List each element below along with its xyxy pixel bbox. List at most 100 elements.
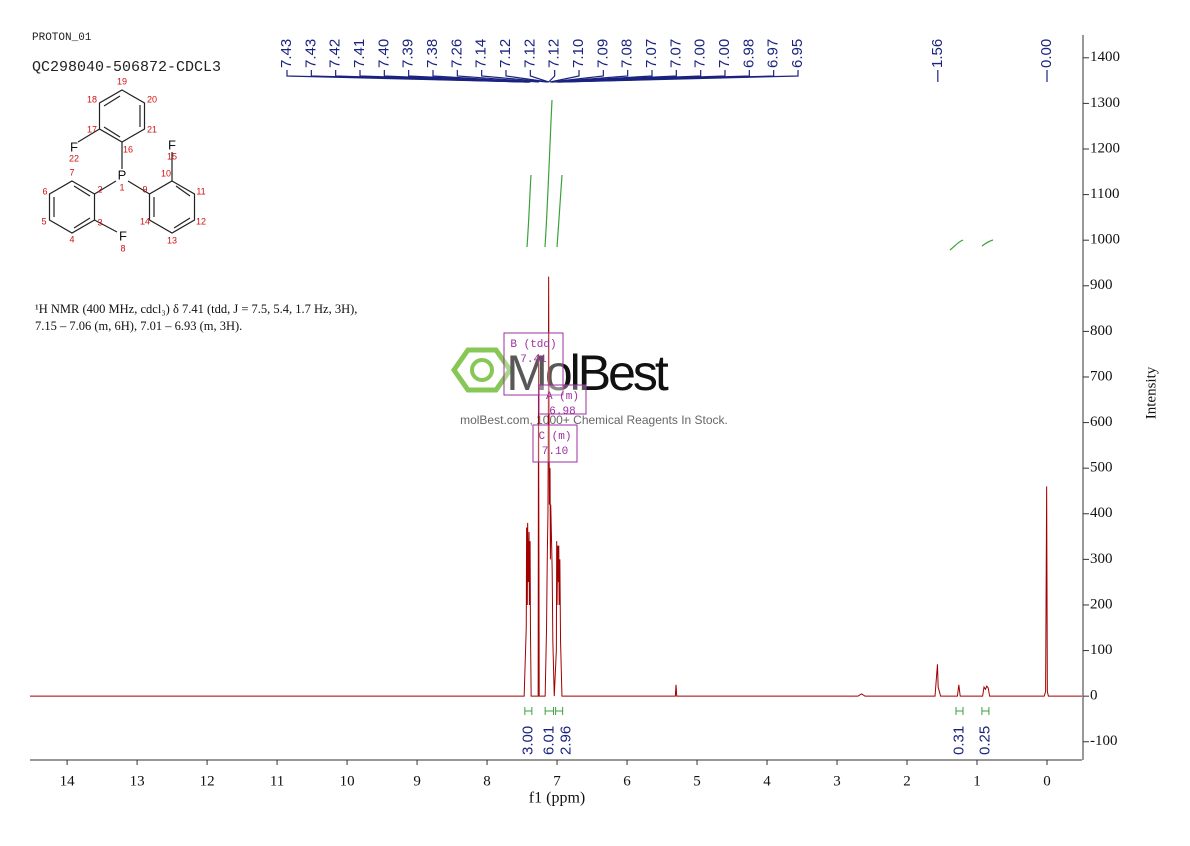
y-tick-label: 700 (1090, 368, 1113, 384)
peak-label: 7.38 (424, 39, 441, 68)
atom-label: F (119, 228, 127, 243)
integral-label: 0.25 (976, 726, 993, 755)
atom-label: 8 (120, 243, 125, 253)
integral-bracket (544, 707, 555, 715)
peak-label: 7.39 (400, 39, 417, 68)
peak-label: 7.00 (716, 39, 733, 68)
multiplet-shift: 7.10 (542, 446, 568, 458)
header-id: PROTON_01 (32, 32, 92, 44)
nmr-description: 7.15 – 7.06 (m, 6H), 7.01 – 6.93 (m, 3H)… (35, 319, 242, 333)
integral-bracket (555, 707, 564, 715)
atom-label: 5 (41, 216, 46, 226)
y-tick-label: 300 (1090, 551, 1113, 567)
peak-label: 7.42 (327, 39, 344, 68)
x-tick-label: 4 (763, 773, 771, 789)
x-tick-label: 9 (413, 773, 421, 789)
peak-label: 7.41 (351, 39, 368, 68)
atom-label: 15 (167, 151, 177, 161)
multiplet-name: B (tdd) (510, 339, 556, 351)
peak-label-line (560, 70, 799, 83)
y-tick-label: 1100 (1090, 186, 1119, 202)
integral-bracket (955, 707, 964, 715)
x-tick-label: 1 (973, 773, 981, 789)
peak-label: 7.26 (448, 39, 465, 68)
peak-label: 7.09 (594, 39, 611, 68)
y-tick-label: 1000 (1090, 232, 1120, 248)
x-tick-label: 8 (483, 773, 491, 789)
atom-label: 11 (196, 186, 205, 196)
x-tick-label: 6 (623, 773, 631, 789)
peak-label-line (456, 70, 539, 83)
peak-label-line (505, 70, 549, 83)
peak-label-line (549, 70, 580, 83)
integral-label: 2.96 (557, 726, 574, 755)
peak-label: 7.12 (497, 39, 514, 68)
peak-label: 7.43 (278, 39, 295, 68)
y-tick-label: 900 (1090, 277, 1113, 293)
x-tick-label: 13 (130, 773, 145, 789)
peak-label: 7.00 (692, 39, 709, 68)
multiplet-name: A (m) (546, 391, 579, 403)
atom-label: 21 (147, 124, 157, 134)
peak-label: 7.07 (667, 39, 684, 68)
x-tick-label: 14 (60, 773, 76, 789)
atom-label: 1 (119, 182, 124, 192)
integral-bracket (981, 707, 990, 715)
atom-label: 9 (142, 184, 147, 194)
integral-label: 3.00 (519, 726, 536, 755)
integral-label: 6.01 (540, 726, 557, 755)
peak-label: 7.07 (643, 39, 660, 68)
y-axis-label: Intensity (1143, 366, 1159, 419)
atom-label: 16 (123, 144, 133, 154)
peak-label: 6.95 (789, 39, 806, 68)
y-tick-label: 0 (1090, 688, 1098, 704)
atom-label: 14 (140, 216, 150, 226)
peak-label: 6.98 (740, 39, 757, 68)
atom-label: 20 (147, 94, 157, 104)
y-tick-label: 200 (1090, 596, 1113, 612)
atom-label: 19 (117, 76, 127, 86)
peak-label: 7.14 (473, 39, 490, 68)
y-tick-label: 600 (1090, 414, 1113, 430)
atom-label: 6 (42, 186, 47, 196)
peak-label: 7.10 (570, 39, 587, 68)
multiplet-name: C (m) (538, 431, 571, 443)
y-tick-label: 500 (1090, 460, 1113, 476)
x-tick-label: 7 (553, 773, 561, 789)
x-tick-label: 11 (270, 773, 284, 789)
atom-label: F (70, 139, 78, 154)
integral-bracket (524, 707, 533, 715)
y-tick-label: 100 (1090, 642, 1113, 658)
watermark-logo (450, 347, 514, 393)
y-tick-label: 800 (1090, 323, 1113, 339)
multiplet-box (538, 384, 587, 415)
x-tick-label: 2 (903, 773, 911, 789)
atom-label: F (168, 137, 176, 152)
y-tick-label: 400 (1090, 505, 1113, 521)
atom-label: 17 (87, 124, 97, 134)
watermark-subtitle: molBest.com, 1000+ Chemical Reagents In … (460, 413, 728, 427)
x-tick-label: 3 (833, 773, 841, 789)
atom-label: 4 (69, 234, 74, 244)
watermark-title: MolBest (506, 345, 669, 401)
atom-label: 2 (97, 184, 102, 194)
peak-label-line (481, 70, 548, 83)
atom-label: 12 (196, 216, 206, 226)
peak-label: 7.12 (521, 39, 538, 68)
atom-label: 18 (87, 94, 97, 104)
peak-label: 7.43 (302, 39, 319, 68)
peak-label: 7.12 (546, 39, 563, 68)
spectrum-line (30, 276, 1082, 697)
atom-label: 3 (97, 217, 102, 227)
x-axis-label: f1 (ppm) (529, 790, 585, 807)
x-tick-label: 10 (340, 773, 355, 789)
atom-label: 10 (161, 168, 171, 178)
peak-label-line (548, 70, 556, 83)
peak-label-line (432, 70, 531, 83)
peak-label: 0.00 (1038, 39, 1055, 68)
integral-label: 0.31 (950, 726, 967, 755)
y-tick-label: -100 (1090, 733, 1118, 749)
peak-label-line (550, 70, 604, 83)
y-tick-label: 1400 (1090, 49, 1120, 65)
